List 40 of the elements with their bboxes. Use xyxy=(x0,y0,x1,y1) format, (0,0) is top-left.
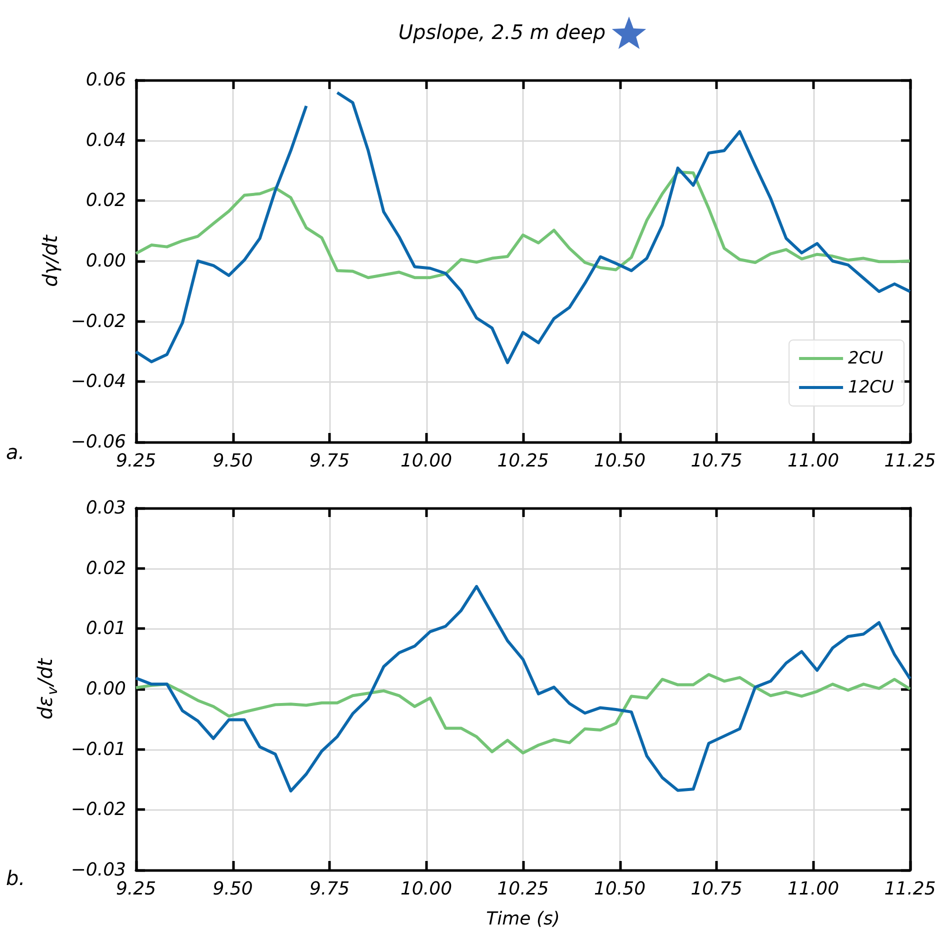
text: b. xyxy=(6,866,26,890)
x-tick-label: 10.00 xyxy=(400,450,452,472)
y-tick-label: −0.06 xyxy=(70,432,126,452)
x-tick-label: 9.50 xyxy=(212,878,253,900)
x-tick-label: 9.25 xyxy=(116,878,156,900)
y-axis-title: dγ/dt xyxy=(38,234,62,287)
y-tick-label: 0.02 xyxy=(86,558,126,579)
x-axis-title: Time (s) xyxy=(486,908,560,930)
y-tick-label: 0.00 xyxy=(86,678,126,700)
x-tick-label: 10.75 xyxy=(690,450,742,472)
chart-title: Upslope, 2.5 m deep xyxy=(398,20,606,44)
y-axis-title: dεv/dt xyxy=(32,657,61,720)
legend-label: 12CU xyxy=(848,378,895,398)
y-tick-label: −0.01 xyxy=(70,738,126,760)
x-tick-label: 10.00 xyxy=(400,878,452,900)
y-tick-label: −0.04 xyxy=(70,371,126,392)
y-tick-label: −0.02 xyxy=(70,310,126,332)
x-tick-label: 9.75 xyxy=(309,450,350,472)
y-tick-label: 0.06 xyxy=(86,70,126,90)
x-tick-label: 10.25 xyxy=(497,878,549,900)
x-tick-label: 9.25 xyxy=(116,450,156,472)
x-tick-label: 10.25 xyxy=(497,450,549,472)
y-tick-label: 0.00 xyxy=(86,250,126,272)
y-tick-label: 0.03 xyxy=(86,498,126,518)
x-tick-label: 10.50 xyxy=(594,450,646,472)
y-tick-label: 0.02 xyxy=(86,190,126,212)
x-tick-label: 9.50 xyxy=(212,450,253,472)
x-tick-label: 9.75 xyxy=(309,878,350,900)
legend-label: 2CU xyxy=(848,348,884,368)
text: a. xyxy=(6,440,25,464)
x-tick-label: 11.00 xyxy=(787,878,840,900)
y-tick-label: −0.02 xyxy=(70,799,126,820)
x-tick-label: 11.25 xyxy=(884,878,936,900)
x-tick-label: 11.00 xyxy=(787,450,840,472)
x-tick-label: 10.50 xyxy=(594,878,646,900)
y-tick-label: −0.03 xyxy=(70,860,126,880)
y-tick-label: 0.04 xyxy=(86,130,126,151)
y-tick-label: 0.01 xyxy=(86,618,126,640)
x-tick-label: 10.75 xyxy=(690,878,742,900)
x-tick-label: 11.25 xyxy=(884,450,936,472)
